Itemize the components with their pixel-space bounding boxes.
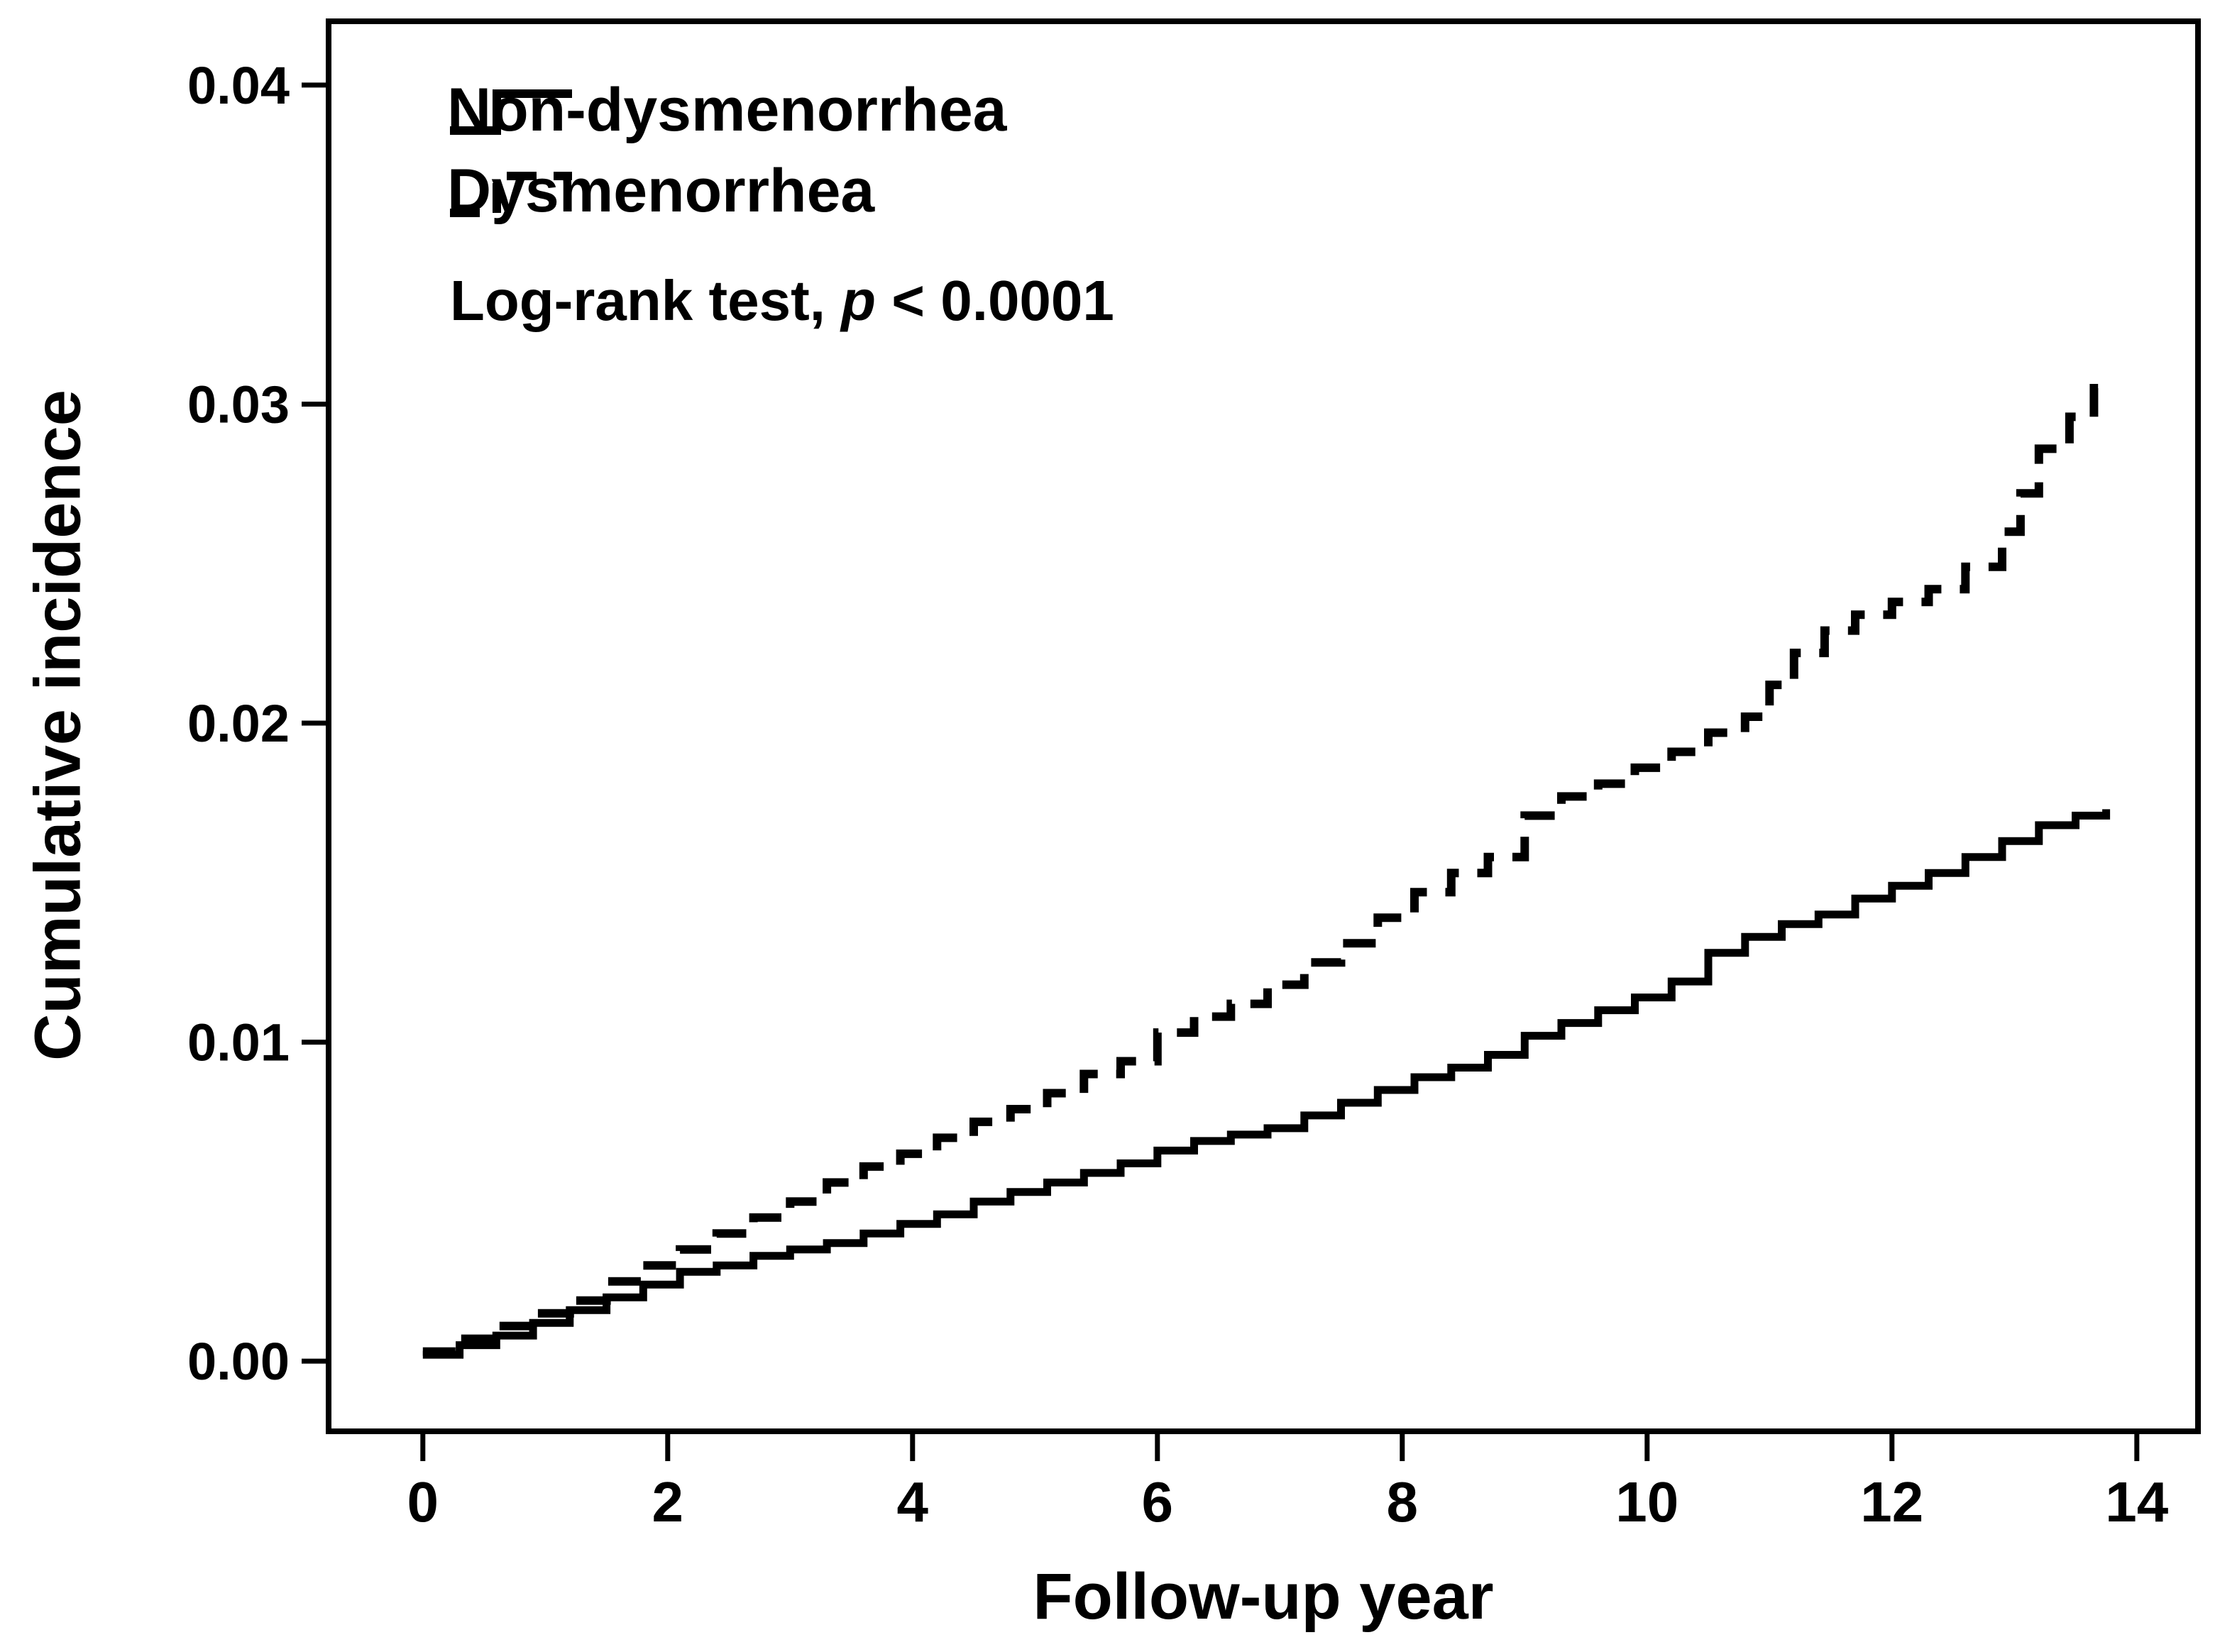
x-tick-label: 0	[407, 1470, 439, 1533]
x-tick-label: 8	[1387, 1470, 1419, 1533]
y-tick-label: 0.03	[187, 375, 290, 434]
y-tick-label: 0.04	[187, 56, 290, 115]
log-rank-annotation-prefix: Log-rank test,	[450, 269, 842, 332]
y-axis-title: Cumulative incidence	[21, 390, 94, 1061]
legend-item-non-dysmenorrhea: Non-dysmenorrhea	[447, 79, 1007, 141]
x-tick-label: 10	[1615, 1470, 1678, 1533]
y-tick-label: 0.00	[187, 1332, 290, 1391]
x-tick-label: 2	[652, 1470, 684, 1533]
x-tick-label: 14	[2105, 1470, 2168, 1533]
x-tick-label: 4	[897, 1470, 929, 1533]
x-tick-label: 12	[1860, 1470, 1923, 1533]
plot-frame	[326, 18, 2201, 1434]
y-tick-label: 0.01	[187, 1013, 290, 1072]
log-rank-annotation: Log-rank test, p < 0.0001	[450, 268, 1114, 334]
legend-line-dashed-icon	[450, 172, 572, 217]
legend-label-dysmenorrhea: Dysmenorrhea	[447, 157, 875, 225]
legend-line-solid-icon	[450, 89, 572, 135]
legend-item-dysmenorrhea: Dysmenorrhea	[447, 160, 874, 221]
x-tick-label: 6	[1142, 1470, 1174, 1533]
y-tick-label: 0.02	[187, 694, 290, 753]
series-line-non-dysmenorrhea	[422, 809, 2111, 1359]
log-rank-annotation-p-symbol: p	[841, 269, 877, 332]
series-line-dysmenorrhea	[422, 378, 2111, 1356]
x-axis-title: Follow-up year	[1033, 1560, 1494, 1633]
log-rank-annotation-suffix: < 0.0001	[876, 269, 1114, 332]
